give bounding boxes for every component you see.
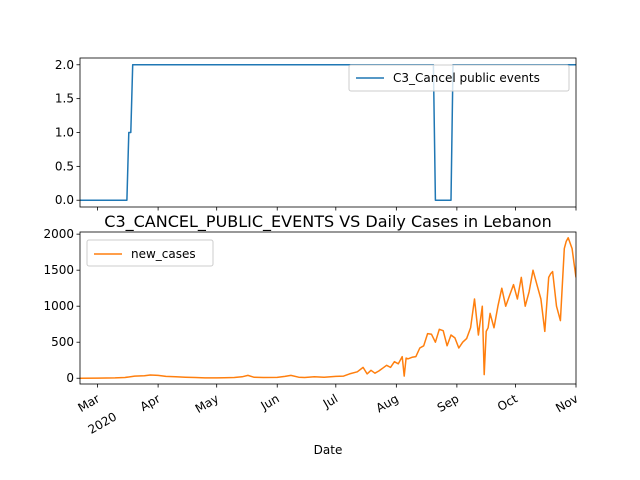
bottom-legend-box [86, 239, 214, 267]
bottom-x-tick-label: Jul [320, 391, 340, 411]
top-legend-box [348, 64, 570, 92]
bottom-y-tick-label: 1000 [43, 299, 74, 313]
bottom-y-axis-ticks: 0 500 1000 1500 2000 [43, 227, 80, 385]
x-axis-label: Date [314, 443, 343, 457]
bottom-legend-label: new_cases [131, 247, 196, 261]
bottom-y-tick-label: 1500 [43, 263, 74, 277]
top-series-line [80, 64, 576, 201]
top-x-axis-ticks [97, 207, 577, 211]
top-legend: C3_Cancel public events [348, 64, 570, 92]
top-y-tick-label: 0.0 [55, 193, 74, 207]
top-plot-frame [79, 57, 577, 208]
bottom-legend: new_cases [86, 239, 214, 267]
top-y-tick-label: 2.0 [55, 58, 74, 72]
top-y-tick-label: 1.0 [55, 126, 74, 140]
top-y-tick-label: 1.5 [55, 92, 74, 106]
top-y-axis-ticks: 0.0 0.5 1.0 1.5 2.0 [55, 58, 80, 207]
bottom-chart: C3_CANCEL_PUBLIC_EVENTS VS Daily Cases i… [43, 212, 580, 457]
bottom-y-tick-label: 0 [66, 371, 74, 385]
bottom-plot-frame [79, 231, 577, 385]
top-y-tick-label: 0.5 [55, 159, 74, 173]
top-legend-label: C3_Cancel public events [393, 71, 540, 85]
bottom-y-tick-label: 2000 [43, 227, 74, 241]
chart-title: C3_CANCEL_PUBLIC_EVENTS VS Daily Cases i… [104, 212, 551, 232]
bottom-y-tick-label: 500 [51, 335, 74, 349]
top-chart: 0.0 0.5 1.0 1.5 2.0 C3_Cancel public events [55, 57, 577, 211]
bottom-series-line [80, 237, 576, 379]
